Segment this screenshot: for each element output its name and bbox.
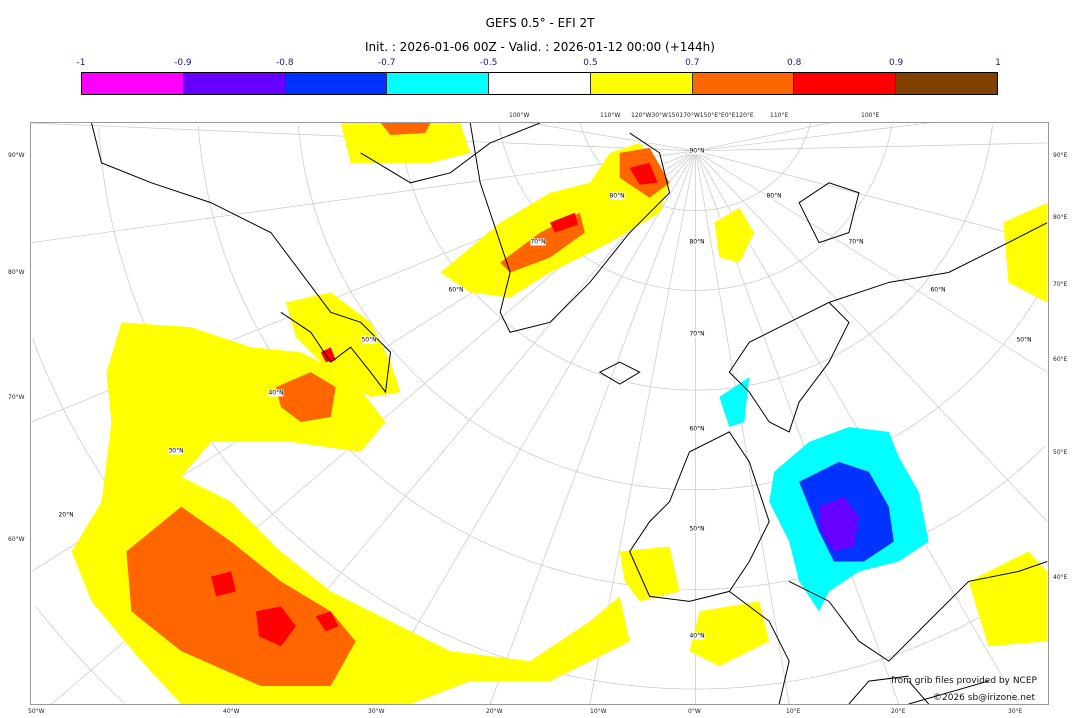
latitude-label: 80°N <box>766 192 782 200</box>
source-credit: from grib files provided by NCEP <box>891 676 1037 686</box>
colorbar-tick-label: 0.9 <box>888 58 904 68</box>
axis-label-bottom: 10°E <box>786 708 801 715</box>
warm-anomaly-orange-south <box>126 506 356 687</box>
axis-label-bottom: 0°W <box>688 708 701 715</box>
latitude-label: 60°N <box>689 425 705 433</box>
meridian-line <box>695 150 1019 704</box>
warm-anomaly-ural <box>1003 202 1048 303</box>
colorbar-swatch <box>183 73 286 94</box>
latitude-label: 60°N <box>930 286 946 294</box>
meridian-line <box>695 123 929 152</box>
latitude-label: 50°N <box>361 336 377 344</box>
latitude-label: 50°N <box>689 525 705 533</box>
colorbar-tick-label: -0.7 <box>377 58 396 68</box>
latitude-label: 90°N <box>689 147 705 155</box>
axis-label-right: 70°E <box>1053 281 1068 288</box>
axis-label-top: 110°E <box>770 112 789 119</box>
warm-anomaly-iberia <box>619 546 680 602</box>
anomaly-fields <box>71 123 1048 704</box>
meridian-line <box>370 150 696 704</box>
latitude-label: 80°N <box>609 192 625 200</box>
map-title: GEFS 0.5° - EFI 2T <box>485 16 595 30</box>
copyright-credit: ©2026 sb@irizone.net <box>933 693 1035 703</box>
warm-anomaly-orange-arctic <box>380 123 431 135</box>
colorbar-swatch <box>285 73 388 94</box>
axis-label-right: 40°E <box>1053 574 1068 581</box>
axis-label-left: 70°W <box>8 394 25 401</box>
colorbar-tick-label: -1 <box>76 58 86 68</box>
latitude-label: 40°N <box>689 632 705 640</box>
axis-label-bottom: 30°W <box>368 708 385 715</box>
axis-label-bottom: 40°W <box>223 708 240 715</box>
axis-label-left: 90°W <box>8 152 25 159</box>
axis-label-left: 80°W <box>8 269 25 276</box>
axis-label-top: 110°W <box>600 112 621 119</box>
warm-anomaly-labrador <box>285 292 401 398</box>
axis-label-bottom: 20°W <box>486 708 503 715</box>
cold-anomaly-purple <box>819 496 859 552</box>
map-subtitle: Init. : 2026-01-06 00Z - Valid. : 2026-0… <box>365 40 715 54</box>
meridian-line <box>695 123 830 152</box>
colorbar-swatch <box>82 73 184 94</box>
colorbar-swatch <box>387 73 490 94</box>
axis-label-left: 60°W <box>8 536 25 543</box>
warm-anomaly-east <box>968 551 1048 647</box>
colorbar-swatch <box>896 73 998 94</box>
latitude-label: 80°N <box>689 238 705 246</box>
parallel-arc <box>35 606 125 704</box>
warm-anomaly-med <box>689 601 770 667</box>
axis-label-top: 120°W30°W150170°W150°E°E0°E120°E <box>631 112 754 119</box>
meridian-line <box>31 150 696 243</box>
axis-label-bottom: 10°W <box>590 708 607 715</box>
parallel-arc <box>398 124 993 391</box>
colorbar <box>81 72 998 95</box>
axis-label-top: 100°E <box>861 112 880 119</box>
coastlines <box>91 123 1048 704</box>
colorbar-swatch <box>794 73 897 94</box>
axis-label-right: 60°E <box>1053 356 1068 363</box>
colorbar-swatch <box>692 73 795 94</box>
meridian-line <box>695 150 1048 243</box>
colorbar-swatch <box>590 73 693 94</box>
warm-anomaly-greenland <box>440 142 670 298</box>
axis-label-bottom: 50°W <box>28 708 45 715</box>
latitude-label: 20°N <box>58 511 74 519</box>
axis-label-bottom: 30°E <box>1008 708 1023 715</box>
colorbar-tick-label: -0.9 <box>174 58 192 68</box>
latitude-label: 60°N <box>448 286 464 294</box>
map-area: 90°N 80°N 70°N 60°N 50°N 40°N 30°N 20°N 80°N 70°N… <box>30 122 1049 705</box>
meridian-line <box>695 150 790 704</box>
axis-label-right: 50°E <box>1053 449 1068 456</box>
axis-label-right: 80°E <box>1053 214 1068 221</box>
meridian-line <box>695 150 1048 373</box>
latitude-label: 70°N <box>848 238 864 246</box>
warm-anomaly-orange-north <box>275 372 336 422</box>
meridian-line <box>489 150 696 704</box>
axis-label-top: 100°W <box>509 112 530 119</box>
colorbar-swatch <box>489 73 591 94</box>
warm-anomaly-arctic <box>340 123 471 163</box>
warm-anomaly-scandinavia-north <box>714 207 755 263</box>
colorbar-tick-label: 0.8 <box>787 58 802 68</box>
colorbar-tick-label: -0.5 <box>479 58 498 68</box>
colorbar-tick-label: 0.5 <box>583 58 598 68</box>
meridian-line <box>695 142 1048 152</box>
axis-label-bottom: 20°E <box>891 708 906 715</box>
axis-label-right: 90°E <box>1053 152 1068 159</box>
latitude-label: 70°N <box>530 238 546 246</box>
latitude-label: 30°N <box>168 447 184 455</box>
meridian-line <box>529 123 696 152</box>
parallel-arc <box>297 125 1047 491</box>
latitude-label: 40°N <box>268 389 284 397</box>
colorbar-tick-label: 0.7 <box>685 58 700 68</box>
latitude-label: 70°N <box>689 330 705 338</box>
map-canvas <box>31 123 1048 704</box>
meridian-line <box>695 150 1048 522</box>
colorbar-tick-label: 1 <box>995 58 1001 68</box>
latitude-label: 50°N <box>1016 336 1032 344</box>
colorbar-tick-label: -0.8 <box>275 58 294 68</box>
